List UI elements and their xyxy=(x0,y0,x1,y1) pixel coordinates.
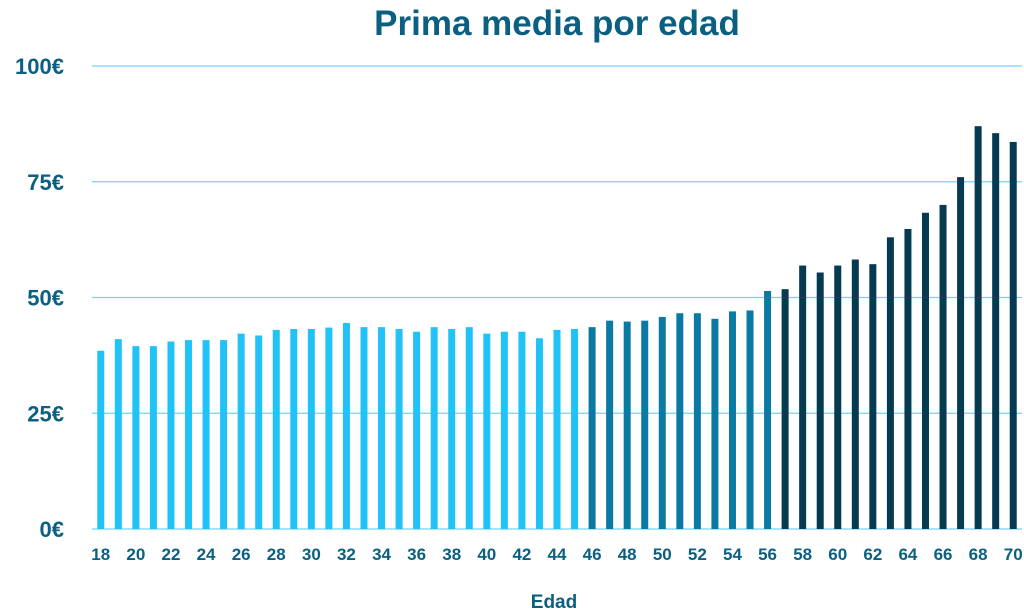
bar-age-44 xyxy=(553,329,561,529)
bar-age-23 xyxy=(185,340,193,529)
bar-age-45 xyxy=(571,328,579,529)
bar-age-27 xyxy=(255,335,263,529)
bar-age-21 xyxy=(149,346,157,529)
x-axis-label: Edad xyxy=(531,592,577,613)
x-tick-label: 46 xyxy=(583,545,602,564)
bar-age-60 xyxy=(834,265,842,529)
x-tick-label: 28 xyxy=(267,545,286,564)
bar-age-59 xyxy=(816,272,824,529)
bar-age-52 xyxy=(693,313,701,529)
bar-age-64 xyxy=(904,228,912,530)
bar-age-63 xyxy=(886,237,894,529)
x-tick-label: 34 xyxy=(372,545,391,564)
bar-age-18 xyxy=(97,350,105,529)
bar-age-31 xyxy=(325,327,333,529)
bar-age-26 xyxy=(237,333,245,529)
bar-age-43 xyxy=(535,338,543,529)
y-tick-label: 0€ xyxy=(40,517,64,542)
x-tick-label: 60 xyxy=(828,545,847,564)
bar-age-35 xyxy=(395,328,403,529)
x-tick-label: 54 xyxy=(723,545,742,564)
bar-age-28 xyxy=(272,329,280,529)
bar-age-19 xyxy=(114,339,122,529)
bar-age-32 xyxy=(342,322,350,529)
x-tick-label: 38 xyxy=(442,545,461,564)
x-tick-label: 30 xyxy=(302,545,321,564)
bar-age-47 xyxy=(606,320,614,529)
x-tick-label: 56 xyxy=(758,545,777,564)
bar-age-25 xyxy=(220,340,228,529)
x-tick-label: 48 xyxy=(618,545,637,564)
y-tick-label: 75€ xyxy=(27,170,64,195)
bar-age-20 xyxy=(132,346,140,529)
y-tick-label: 25€ xyxy=(27,401,64,426)
x-tick-label: 62 xyxy=(863,545,882,564)
bar-age-33 xyxy=(360,327,368,529)
bar-age-56 xyxy=(764,291,772,529)
bar-age-51 xyxy=(676,313,684,529)
bar-age-66 xyxy=(939,204,947,529)
y-tick-label: 100€ xyxy=(15,54,64,79)
x-tick-label: 64 xyxy=(898,545,917,564)
bar-age-22 xyxy=(167,341,175,529)
x-tick-label: 40 xyxy=(477,545,496,564)
bar-age-37 xyxy=(430,327,438,529)
x-tick-label: 68 xyxy=(969,545,988,564)
bar-age-61 xyxy=(851,259,859,529)
x-tick-label: 36 xyxy=(407,545,426,564)
bar-age-70 xyxy=(1009,141,1017,529)
bars xyxy=(97,126,1017,530)
bar-age-65 xyxy=(921,212,929,529)
bar-age-57 xyxy=(781,289,789,529)
x-tick-label: 24 xyxy=(197,545,216,564)
chart-title: Prima media por edad xyxy=(374,4,740,43)
y-axis-ticks: 0€ 25€ 50€ 75€ 100€ xyxy=(15,54,64,542)
bar-age-62 xyxy=(869,264,877,529)
bar-age-58 xyxy=(799,265,807,529)
bar-age-55 xyxy=(746,310,754,529)
bar-age-30 xyxy=(307,328,315,529)
bar-age-29 xyxy=(290,328,298,529)
bar-age-69 xyxy=(992,133,1000,529)
bar-age-36 xyxy=(413,331,421,529)
x-tick-label: 58 xyxy=(793,545,812,564)
x-tick-label: 70 xyxy=(1004,545,1023,564)
bar-age-68 xyxy=(974,126,982,529)
x-tick-label: 20 xyxy=(126,545,145,564)
bar-age-41 xyxy=(500,331,508,529)
x-tick-label: 66 xyxy=(934,545,953,564)
bar-age-50 xyxy=(658,316,666,529)
bar-age-40 xyxy=(483,333,491,529)
y-tick-label: 50€ xyxy=(27,286,64,311)
x-tick-label: 32 xyxy=(337,545,356,564)
x-tick-label: 18 xyxy=(91,545,110,564)
x-tick-label: 52 xyxy=(688,545,707,564)
bar-age-67 xyxy=(957,177,965,529)
x-tick-label: 42 xyxy=(512,545,531,564)
x-tick-label: 26 xyxy=(232,545,251,564)
bar-age-46 xyxy=(588,327,596,529)
bar-age-54 xyxy=(728,311,736,529)
x-axis-ticks: 18 20 22 24 26 28 30 32 34 36 38 40 42 44 46 48 50 52 54 56… xyxy=(91,545,1022,564)
bar-age-42 xyxy=(518,331,526,529)
bar-age-24 xyxy=(202,340,210,529)
bar-age-39 xyxy=(465,327,473,529)
bar-age-34 xyxy=(378,327,386,529)
x-tick-label: 22 xyxy=(161,545,180,564)
bar-age-49 xyxy=(641,320,649,529)
x-tick-label: 50 xyxy=(653,545,672,564)
bar-age-48 xyxy=(623,321,631,529)
x-tick-label: 44 xyxy=(548,545,567,564)
bar-age-53 xyxy=(711,318,719,529)
bar-age-38 xyxy=(448,328,456,529)
